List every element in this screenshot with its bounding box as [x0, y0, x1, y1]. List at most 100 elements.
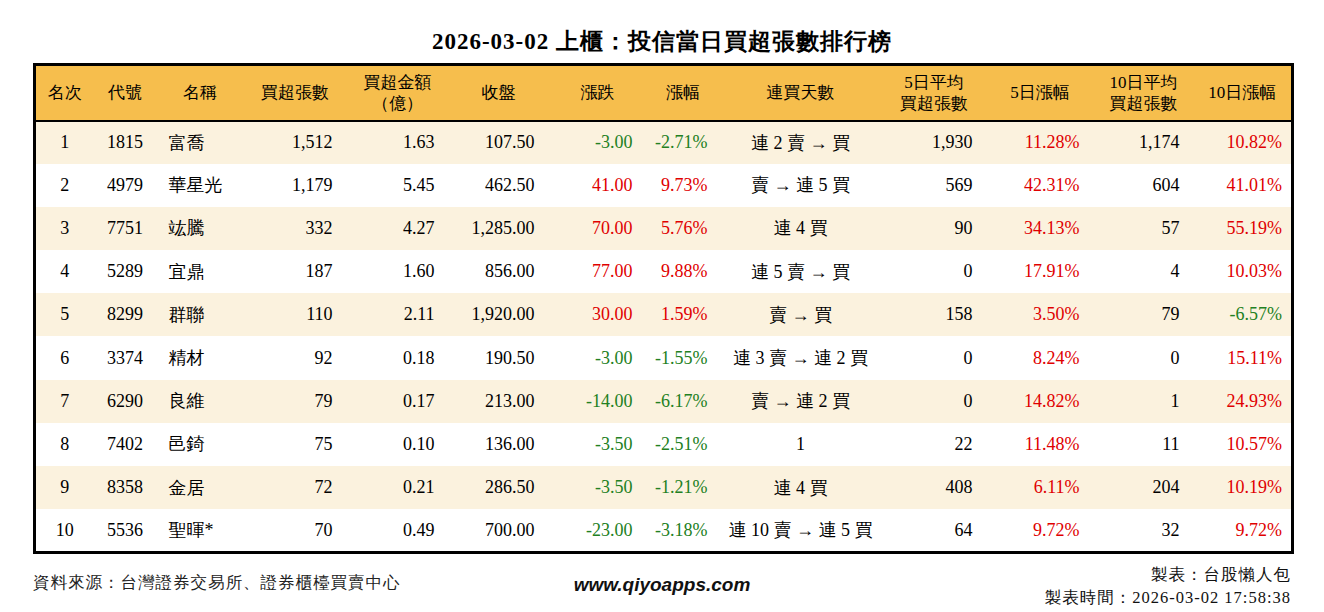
column-header-pct5: 5日漲幅 [987, 65, 1094, 121]
column-header-rank: 名次 [35, 65, 94, 121]
cell-net_buy: 1,512 [244, 121, 347, 164]
cell-code: 7751 [94, 207, 157, 250]
cell-avg5: 0 [882, 250, 987, 293]
cell-avg10: 32 [1094, 509, 1194, 552]
maker-label: 製表：台股懶人包 [1045, 563, 1291, 586]
cell-close: 136.00 [449, 423, 549, 466]
cell-rank: 9 [35, 466, 94, 509]
column-header-name: 名稱 [157, 65, 244, 121]
cell-avg10: 57 [1094, 207, 1194, 250]
cell-code: 5536 [94, 509, 157, 552]
cell-amount: 0.18 [347, 336, 449, 379]
table-row: 87402邑錡750.10136.00-3.50-2.51%12211.48%1… [35, 423, 1293, 466]
maker-block: 製表：台股懶人包 製表時間：2026-03-02 17:58:38 [1045, 563, 1291, 609]
cell-net_buy: 187 [244, 250, 347, 293]
cell-amount: 5.45 [347, 164, 449, 207]
cell-close: 190.50 [449, 336, 549, 379]
column-header-change: 漲跌 [549, 65, 647, 121]
table-row: 58299群聯1102.111,920.0030.001.59%賣 → 買158… [35, 293, 1293, 336]
cell-avg10: 0 [1094, 336, 1194, 379]
cell-amount: 1.60 [347, 250, 449, 293]
cell-streak: 連 10 賣 → 連 5 買 [720, 509, 882, 552]
cell-avg10: 79 [1094, 293, 1194, 336]
cell-pct10: 10.57% [1194, 423, 1293, 466]
cell-amount: 0.49 [347, 509, 449, 552]
cell-pct10: 10.03% [1194, 250, 1293, 293]
cell-amount: 0.17 [347, 380, 449, 423]
cell-change: 41.00 [549, 164, 647, 207]
cell-change_pct: -2.51% [647, 423, 720, 466]
cell-rank: 2 [35, 164, 94, 207]
cell-name: 聖暉* [157, 509, 244, 552]
cell-avg5: 64 [882, 509, 987, 552]
cell-close: 213.00 [449, 380, 549, 423]
cell-close: 107.50 [449, 121, 549, 164]
cell-avg5: 90 [882, 207, 987, 250]
cell-avg10: 204 [1094, 466, 1194, 509]
cell-pct5: 11.48% [987, 423, 1094, 466]
cell-pct10: 10.82% [1194, 121, 1293, 164]
cell-change_pct: -3.18% [647, 509, 720, 552]
cell-net_buy: 332 [244, 207, 347, 250]
table-row: 76290良維790.17213.00-14.00-6.17%賣 → 連 2 買… [35, 380, 1293, 423]
cell-name: 華星光 [157, 164, 244, 207]
cell-rank: 8 [35, 423, 94, 466]
cell-streak: 連 2 賣 → 買 [720, 121, 882, 164]
table-row: 63374精材920.18190.50-3.00-1.55%連 3 賣 → 連 … [35, 336, 1293, 379]
cell-avg5: 0 [882, 336, 987, 379]
cell-streak: 連 4 買 [720, 466, 882, 509]
cell-close: 286.50 [449, 466, 549, 509]
table-row: 105536聖暉*700.49700.00-23.00-3.18%連 10 賣 … [35, 509, 1293, 552]
cell-code: 8299 [94, 293, 157, 336]
cell-change_pct: -1.55% [647, 336, 720, 379]
cell-net_buy: 72 [244, 466, 347, 509]
cell-name: 宜鼎 [157, 250, 244, 293]
cell-amount: 4.27 [347, 207, 449, 250]
cell-change: -3.00 [549, 121, 647, 164]
cell-amount: 0.10 [347, 423, 449, 466]
cell-change_pct: 5.76% [647, 207, 720, 250]
cell-change_pct: 1.59% [647, 293, 720, 336]
table-row: 45289宜鼎1871.60856.0077.009.88%連 5 賣 → 買0… [35, 250, 1293, 293]
cell-rank: 5 [35, 293, 94, 336]
cell-change_pct: 9.88% [647, 250, 720, 293]
cell-name: 邑錡 [157, 423, 244, 466]
table-body: 11815富喬1,5121.63107.50-3.00-2.71%連 2 賣 →… [35, 121, 1293, 553]
cell-name: 竑騰 [157, 207, 244, 250]
cell-change: 70.00 [549, 207, 647, 250]
cell-avg10: 4 [1094, 250, 1194, 293]
cell-change: 77.00 [549, 250, 647, 293]
cell-name: 金居 [157, 466, 244, 509]
cell-rank: 10 [35, 509, 94, 552]
cell-rank: 7 [35, 380, 94, 423]
cell-amount: 0.21 [347, 466, 449, 509]
cell-code: 8358 [94, 466, 157, 509]
cell-change_pct: -6.17% [647, 380, 720, 423]
cell-name: 群聯 [157, 293, 244, 336]
cell-avg10: 1,174 [1094, 121, 1194, 164]
cell-streak: 連 4 買 [720, 207, 882, 250]
cell-streak: 1 [720, 423, 882, 466]
cell-avg5: 0 [882, 380, 987, 423]
cell-pct10: 55.19% [1194, 207, 1293, 250]
cell-streak: 賣 → 買 [720, 293, 882, 336]
cell-pct5: 9.72% [987, 509, 1094, 552]
cell-net_buy: 1,179 [244, 164, 347, 207]
table-header: 名次代號名稱買超張數買超金額（億）收盤漲跌漲幅連買天數5日平均買超張數5日漲幅1… [35, 65, 1293, 121]
cell-avg5: 408 [882, 466, 987, 509]
column-header-avg5: 5日平均買超張數 [882, 65, 987, 121]
cell-avg5: 569 [882, 164, 987, 207]
column-header-code: 代號 [94, 65, 157, 121]
cell-pct10: 24.93% [1194, 380, 1293, 423]
cell-code: 6290 [94, 380, 157, 423]
cell-close: 1,285.00 [449, 207, 549, 250]
cell-change: -3.00 [549, 336, 647, 379]
cell-code: 4979 [94, 164, 157, 207]
cell-pct5: 11.28% [987, 121, 1094, 164]
cell-pct5: 6.11% [987, 466, 1094, 509]
cell-net_buy: 70 [244, 509, 347, 552]
cell-pct10: 15.11% [1194, 336, 1293, 379]
column-header-amount: 買超金額（億） [347, 65, 449, 121]
cell-close: 856.00 [449, 250, 549, 293]
page-title: 2026-03-02 上櫃：投信當日買超張數排行榜 [0, 26, 1324, 57]
